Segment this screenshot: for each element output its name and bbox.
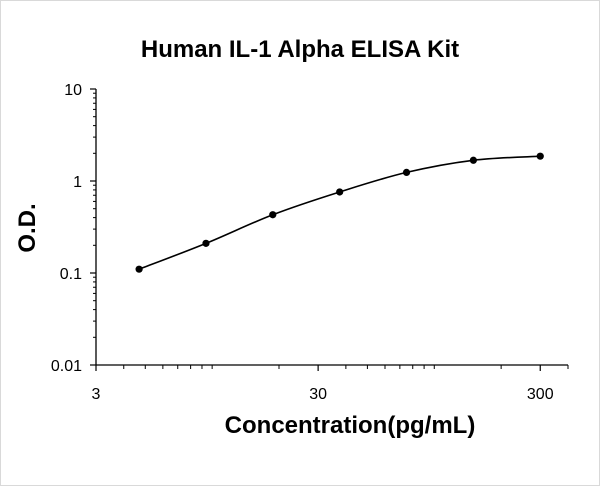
data-point	[402, 168, 411, 177]
data-point	[469, 156, 477, 164]
data-point	[536, 152, 544, 160]
data-point	[269, 211, 277, 219]
y-tick-label: 0.1	[60, 266, 82, 283]
x-tick-label: 30	[309, 386, 327, 403]
y-tick-label: 0.01	[51, 358, 82, 375]
x-tick-label: 3	[92, 386, 101, 403]
data-point	[202, 239, 210, 247]
chart-title: Human IL-1 Alpha ELISA Kit	[140, 36, 460, 63]
data-point	[135, 265, 143, 273]
x-tick-label: 300	[527, 386, 554, 403]
y-tick-label: 10	[64, 82, 82, 99]
data-point	[336, 188, 344, 196]
series-line	[138, 155, 541, 270]
x-axis-label: Concentration(pg/mL)	[224, 412, 476, 439]
y-tick-label: 1	[73, 174, 82, 191]
